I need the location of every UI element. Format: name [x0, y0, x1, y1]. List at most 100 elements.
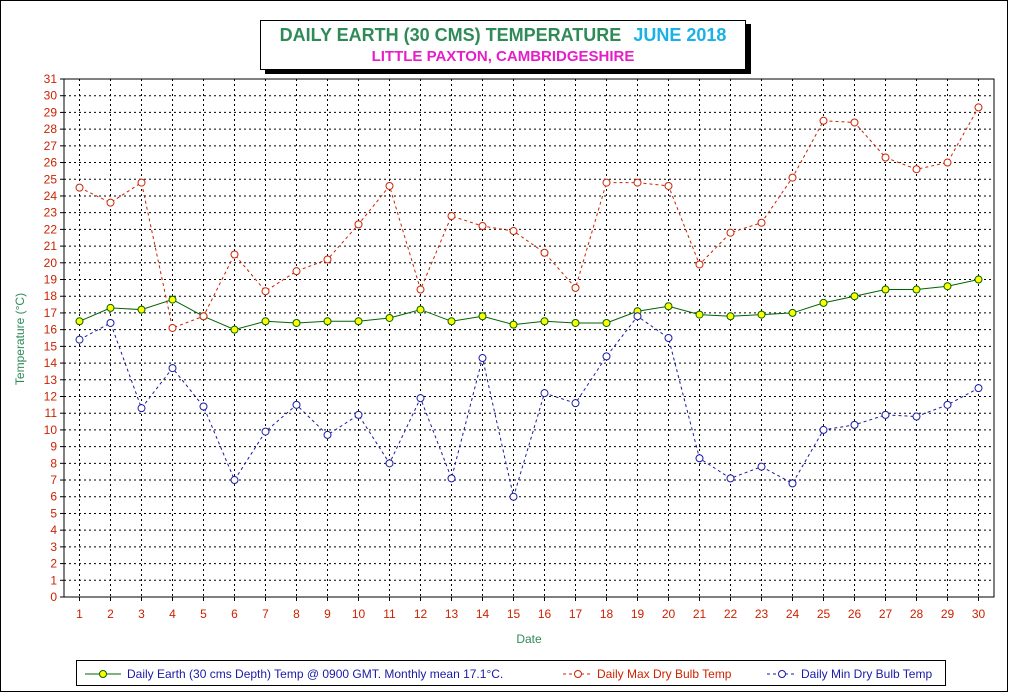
grid — [63, 78, 995, 598]
x-tick-label: 16 — [538, 607, 552, 621]
series-max-dry-bulb — [75, 103, 983, 332]
x-tick-label: 30 — [972, 607, 986, 621]
data-point — [819, 425, 828, 434]
x-tick-label: 13 — [445, 607, 459, 621]
data-point — [354, 410, 363, 419]
y-tick-label: 25 — [44, 172, 58, 186]
y-tick-label: 9 — [50, 440, 57, 454]
x-tick-label: 15 — [507, 607, 521, 621]
y-axis-label: Temperature (°C) — [13, 293, 27, 385]
data-point — [106, 318, 115, 327]
y-tick-label: 30 — [44, 89, 58, 103]
x-tick-label: 18 — [600, 607, 614, 621]
data-point — [602, 318, 611, 327]
data-point — [571, 318, 580, 327]
y-tick-label: 26 — [44, 156, 58, 170]
data-point — [695, 454, 704, 463]
data-point — [943, 282, 952, 291]
y-tick-label: 7 — [50, 473, 57, 487]
y-tick-label: 3 — [50, 540, 57, 554]
data-point — [261, 317, 270, 326]
x-axis-label: Date — [516, 632, 542, 646]
y-tick-labels: 0123456789101112131415161718192021222324… — [44, 72, 64, 604]
data-point — [168, 323, 177, 332]
x-tick-label: 19 — [631, 607, 645, 621]
data-point — [726, 474, 735, 483]
data-point — [137, 404, 146, 413]
x-tick-label: 24 — [786, 607, 800, 621]
y-tick-label: 20 — [44, 256, 58, 270]
data-point — [757, 310, 766, 319]
data-point — [230, 476, 239, 485]
data-point — [881, 285, 890, 294]
x-tick-labels: 1 2 3 4 5 6 7 8 9 10 11 12 13 14 15 16 17 18 19 20 21 22 23 24 2… — [76, 597, 985, 621]
y-tick-label: 28 — [44, 122, 58, 136]
y-tick-label: 16 — [44, 323, 58, 337]
data-point — [509, 227, 518, 236]
data-point — [199, 312, 208, 321]
data-point — [602, 178, 611, 187]
x-tick-label: 27 — [879, 607, 893, 621]
y-tick-label: 18 — [44, 289, 58, 303]
y-tick-label: 11 — [45, 406, 58, 420]
data-point — [509, 492, 518, 501]
x-tick-label: 28 — [910, 607, 924, 621]
x-tick-label: 12 — [414, 607, 428, 621]
y-tick-label: 24 — [44, 189, 58, 203]
y-tick-label: 21 — [44, 239, 58, 253]
legend-label-earth: Daily Earth (30 cms Depth) Temp @ 0900 G… — [127, 667, 503, 681]
data-point — [137, 305, 146, 314]
x-tick-label: 2 — [107, 607, 114, 621]
data-point — [75, 317, 84, 326]
x-tick-label: 22 — [724, 607, 738, 621]
y-tick-label: 14 — [44, 356, 58, 370]
series-min-dry-bulb-line — [79, 315, 979, 499]
y-tick-label: 10 — [44, 423, 58, 437]
x-tick-label: 21 — [693, 607, 707, 621]
y-tick-label: 12 — [44, 389, 58, 403]
data-point — [571, 399, 580, 408]
data-point — [385, 313, 394, 322]
data-point — [788, 308, 797, 317]
data-point — [292, 267, 301, 276]
data-point — [819, 298, 828, 307]
data-point — [881, 410, 890, 419]
x-tick-label: 8 — [293, 607, 300, 621]
x-tick-label: 23 — [755, 607, 769, 621]
data-point — [106, 198, 115, 207]
data-point — [757, 462, 766, 471]
data-point — [261, 427, 270, 436]
y-tick-label: 0 — [50, 590, 57, 604]
x-tick-label: 9 — [324, 607, 331, 621]
y-tick-label: 4 — [50, 523, 57, 537]
x-tick-label: 10 — [352, 607, 366, 621]
x-tick-label: 17 — [569, 607, 583, 621]
data-point — [75, 335, 84, 344]
data-point — [788, 173, 797, 182]
data-point — [695, 310, 704, 319]
legend-label-min: Daily Min Dry Bulb Temp — [801, 667, 932, 681]
data-point — [323, 430, 332, 439]
data-point — [354, 220, 363, 229]
data-point — [850, 292, 859, 301]
data-point — [726, 228, 735, 237]
chart-title: DAILY EARTH (30 CMS) TEMPERATURE — [279, 25, 622, 45]
data-point — [571, 283, 580, 292]
x-tick-label: 11 — [383, 607, 396, 621]
data-point — [385, 459, 394, 468]
x-tick-label: 25 — [817, 607, 831, 621]
x-tick-label: 20 — [662, 607, 676, 621]
data-point — [881, 153, 890, 162]
data-point — [695, 260, 704, 269]
data-point — [850, 118, 859, 127]
data-point — [509, 320, 518, 329]
y-tick-label: 23 — [44, 206, 58, 220]
x-tick-label: 1 — [76, 607, 83, 621]
x-tick-label: 6 — [231, 607, 238, 621]
data-point — [75, 183, 84, 192]
series-max-dry-bulb-line — [79, 107, 979, 329]
y-tick-label: 5 — [50, 506, 57, 520]
data-point — [912, 285, 921, 294]
